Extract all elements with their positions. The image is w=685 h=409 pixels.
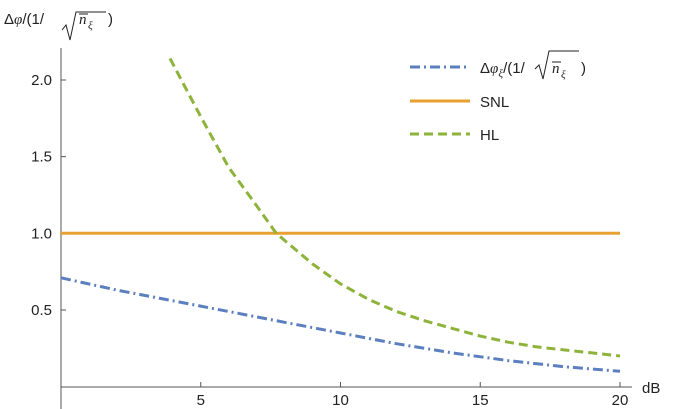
y-axis-label-sqrt-sign bbox=[61, 11, 106, 41]
legend-label-snl: SNL bbox=[480, 94, 509, 111]
y-axis-label-phi: φ bbox=[14, 12, 22, 28]
y-axis-label-close: ) bbox=[108, 11, 113, 28]
legend-label-series-1-n: n bbox=[552, 61, 560, 77]
x-axis-label: dB bbox=[642, 380, 660, 397]
y-tick-label: 1.0 bbox=[31, 225, 52, 242]
legend-label-series-1-phi: φ bbox=[490, 61, 498, 77]
legend-label-series-1: Δφξ/(1/ n ξ ) bbox=[480, 50, 586, 81]
svg-text:Δφξ/(1/: Δφξ/(1/ bbox=[480, 60, 526, 80]
y-axis-label-n: n bbox=[79, 12, 87, 28]
series-hl-line bbox=[168, 57, 621, 358]
y-tick-label: 1.5 bbox=[31, 149, 52, 166]
legend-label-hl: HL bbox=[480, 127, 499, 144]
legend: Δφξ/(1/ n ξ ) SNL HL bbox=[410, 50, 586, 144]
y-axis-label-frac: /(1/ bbox=[22, 11, 45, 28]
y-axis-label: Δφ/(1/ n ξ ) bbox=[4, 11, 113, 41]
y-tick-label: 0.5 bbox=[31, 302, 52, 319]
legend-label-series-1-delta: Δ bbox=[480, 60, 490, 77]
legend-label-series-1-xi: ξ bbox=[561, 69, 566, 81]
x-tick-label: 20 bbox=[612, 392, 629, 409]
x-tick-label: 10 bbox=[332, 392, 349, 409]
legend-label-series-1-sub: ξ bbox=[498, 68, 503, 80]
tick-group: 5 10 15 20 0.5 1.0 1.5 2.0 bbox=[31, 72, 628, 409]
y-axis-label-delta: Δ bbox=[4, 11, 14, 28]
x-tick-label: 5 bbox=[197, 392, 205, 409]
legend-sqrt-sign bbox=[534, 50, 579, 80]
legend-label-series-1-frac: /(1/ bbox=[503, 60, 526, 77]
series-layer bbox=[60, 57, 621, 373]
svg-text:Δφ/(1/: Δφ/(1/ bbox=[4, 11, 45, 28]
series-delta-phi-xi-line bbox=[60, 276, 621, 373]
x-tick-label: 15 bbox=[472, 392, 489, 409]
legend-label-series-1-close: ) bbox=[581, 60, 586, 77]
y-tick-label: 2.0 bbox=[31, 72, 52, 89]
y-axis-label-xi: ξ bbox=[88, 20, 93, 32]
